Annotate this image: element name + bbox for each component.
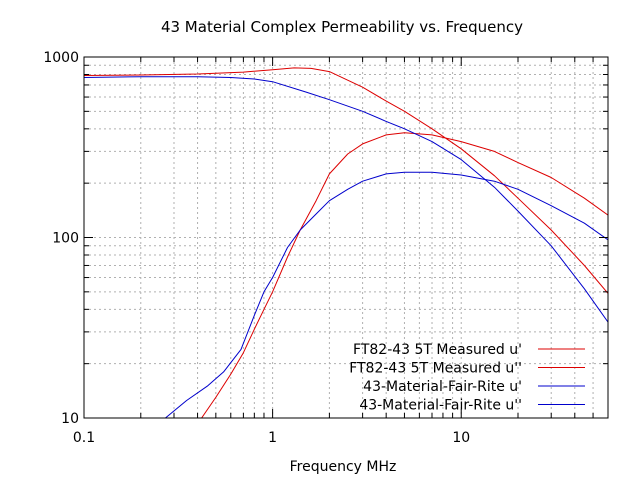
x-tick-label: 1 <box>268 430 277 446</box>
legend-label-2: FT82-43 5T Measured u'' <box>349 361 522 377</box>
x-tick-label: 10 <box>452 430 470 446</box>
legend: FT82-43 5T Measured u' FT82-43 5T Measure… <box>349 342 585 414</box>
ticks <box>83 56 609 419</box>
legend-label-4: 43-Material-Fair-Rite u'' <box>359 398 522 414</box>
grid <box>84 57 608 418</box>
series-line-1 <box>84 67 608 294</box>
series-line-3 <box>84 76 608 323</box>
legend-label-1: FT82-43 5T Measured u' <box>353 342 522 358</box>
series-line-4 <box>165 171 608 418</box>
y-tick-label: 10 <box>61 411 79 427</box>
legend-label-3: 43-Material-Fair-Rite u' <box>363 379 522 395</box>
x-tick-label: 0.1 <box>73 430 95 446</box>
y-tick-label: 100 <box>52 231 79 247</box>
series-layer <box>84 67 608 418</box>
y-tick-label: 1000 <box>43 50 79 66</box>
series-line-2 <box>201 132 608 418</box>
x-axis-label: Frequency MHz <box>290 459 397 475</box>
chart-title: 43 Material Complex Permeability vs. Fre… <box>161 18 523 36</box>
tick-labels: 0.1 1 10 10 100 1000 <box>43 50 470 446</box>
